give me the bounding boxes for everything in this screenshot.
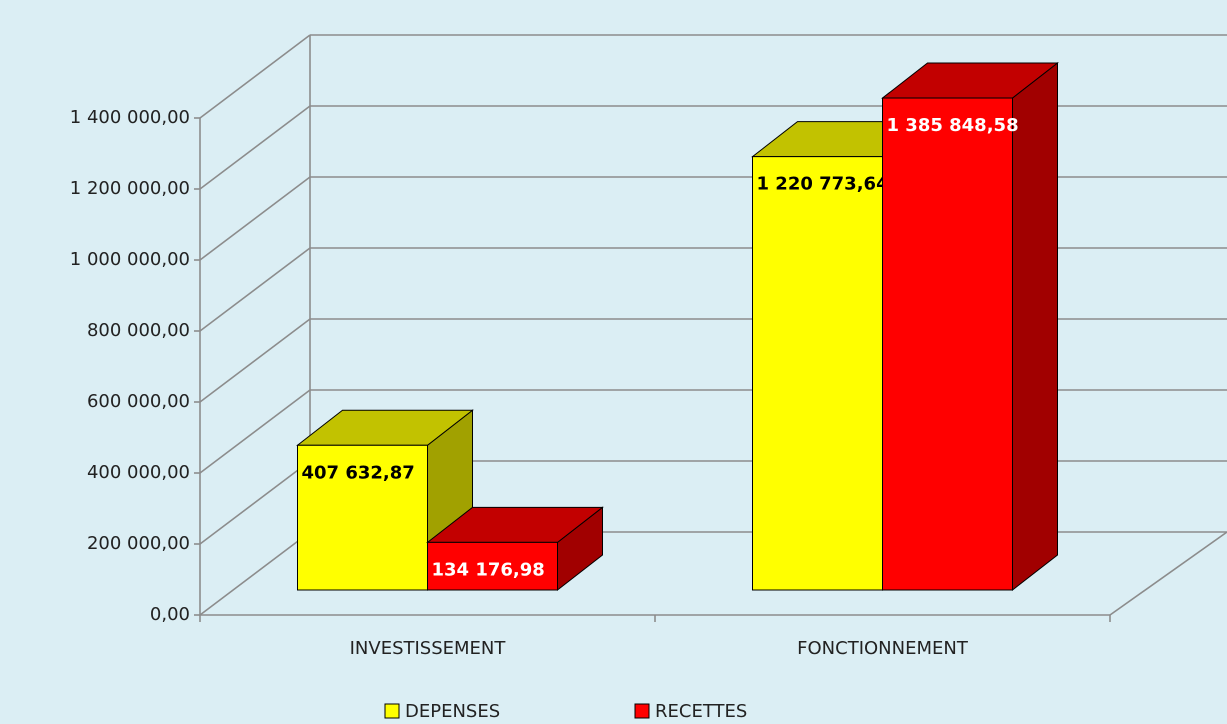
legend-label: DEPENSES	[405, 701, 500, 722]
y-tick-label: 200 000,00	[87, 533, 190, 554]
grid-diagonal	[199, 318, 311, 403]
bar	[297, 444, 428, 591]
x-tick-label: INVESTISSEMENT	[350, 638, 507, 659]
y-tick-label: 1 400 000,00	[70, 107, 190, 128]
legend-swatch	[634, 703, 650, 719]
y-tick-label: 600 000,00	[87, 391, 190, 412]
data-label: 407 632,87	[302, 462, 415, 483]
bar	[427, 541, 558, 591]
grid-diagonal	[199, 247, 311, 332]
data-label: 134 176,98	[432, 559, 545, 580]
data-label: 1 220 773,64	[757, 174, 889, 195]
bar-3d	[881, 62, 1059, 592]
bar-3d	[426, 506, 604, 592]
grid-diagonal	[199, 176, 311, 261]
legend-label: RECETTES	[655, 701, 747, 722]
y-tick-label: 400 000,00	[87, 462, 190, 483]
data-label: 1 385 848,58	[887, 115, 1019, 136]
x-tick-label: FONCTIONNEMENT	[797, 638, 969, 659]
grid-diagonal	[199, 105, 311, 190]
y-tick-label: 800 000,00	[87, 320, 190, 341]
grid-diagonal	[199, 34, 311, 119]
bar	[882, 97, 1013, 591]
y-tick-label: 0,00	[150, 604, 190, 625]
bar-side	[1012, 62, 1058, 592]
grid-diagonal	[199, 460, 311, 545]
floor-edge	[1109, 531, 1227, 616]
grid-diagonal	[199, 389, 311, 474]
grid-diagonal	[199, 531, 311, 616]
legend-swatch	[384, 703, 400, 719]
y-tick-label: 1 000 000,00	[70, 249, 190, 270]
bar	[752, 156, 883, 591]
y-tick-label: 1 200 000,00	[70, 178, 190, 199]
